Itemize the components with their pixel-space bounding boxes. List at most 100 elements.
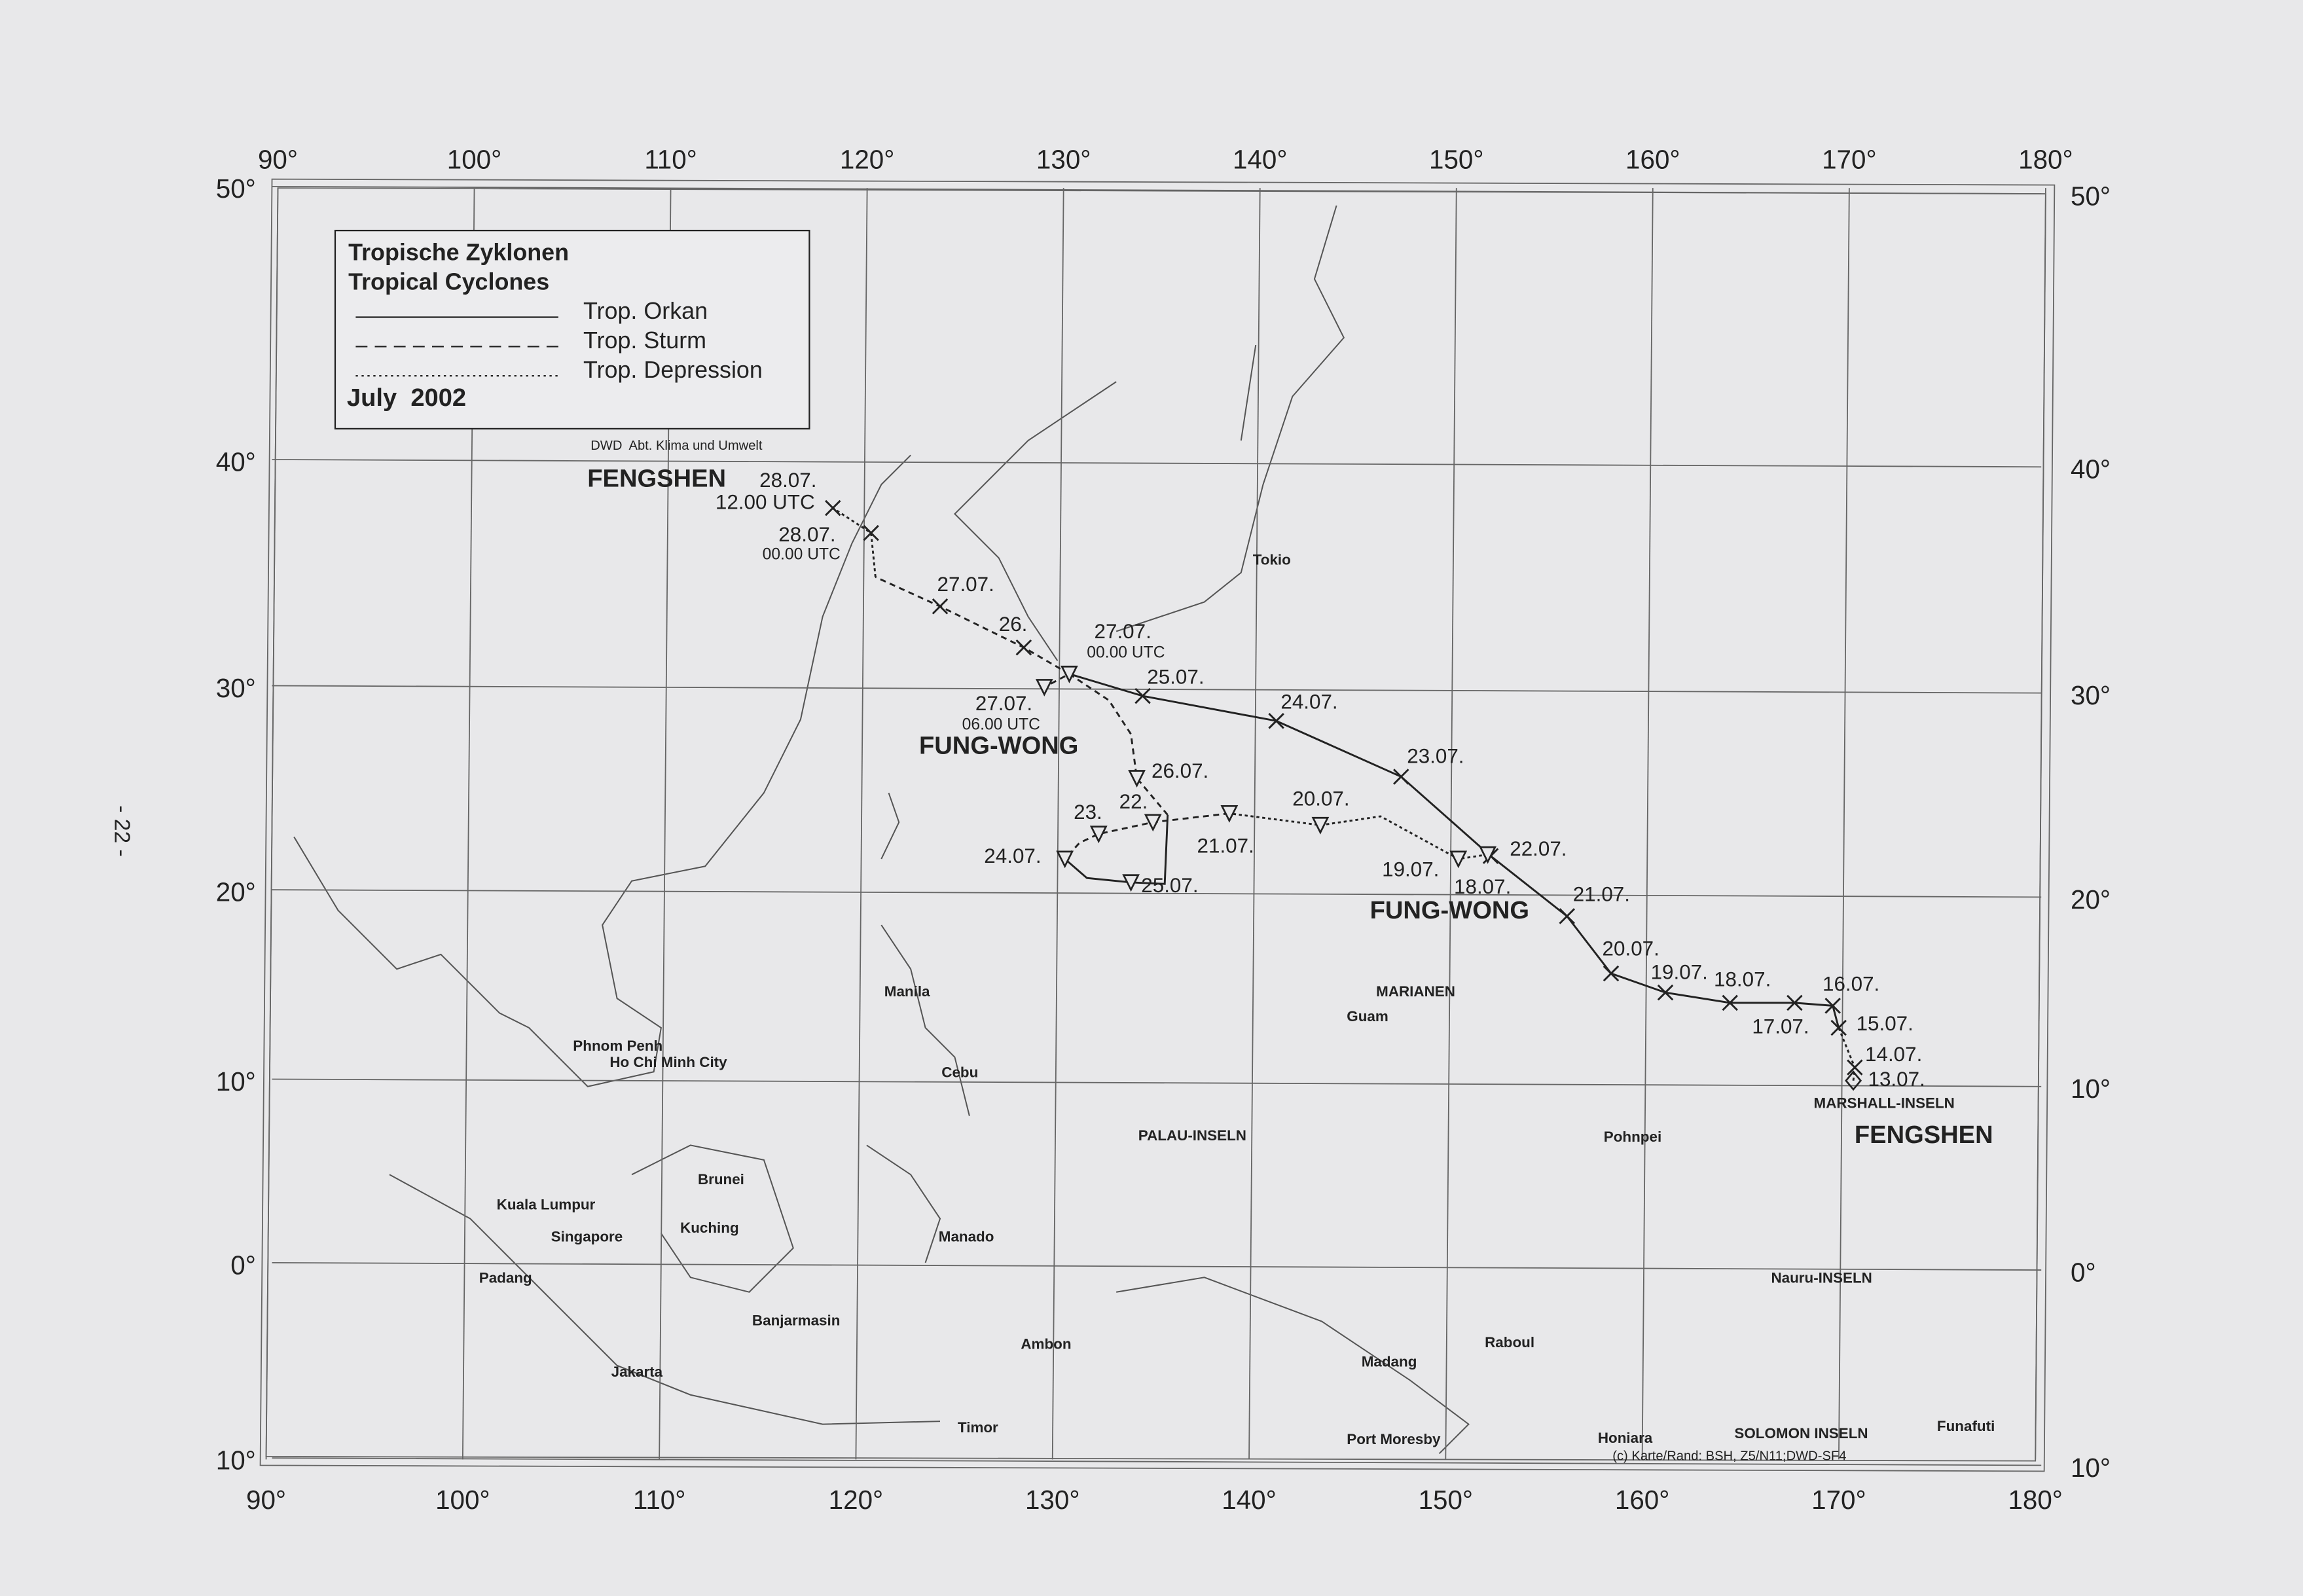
lon-label-top: 100° <box>447 144 501 174</box>
cross-marker <box>1824 998 1841 1014</box>
parallel <box>272 1457 2042 1466</box>
storm-name: FENGSHEN <box>1855 1121 1993 1149</box>
triangle-marker <box>1220 805 1239 823</box>
place-label: Madang <box>1362 1353 1417 1369</box>
lat-label-right: 40° <box>2071 454 2111 484</box>
lat-label-left: 10° <box>216 1066 256 1097</box>
place-label: Phnom Penh <box>573 1038 662 1054</box>
meridian <box>1051 188 1064 1460</box>
place-label: SOLOMON INSELN <box>1734 1425 1868 1442</box>
place-label: Jakarta <box>611 1364 663 1380</box>
date-label: 22.07. <box>1510 837 1567 860</box>
triangle-marker <box>1035 679 1053 697</box>
place-label: MARIANEN <box>1376 983 1455 1000</box>
coastlines <box>293 205 1470 1455</box>
cross-marker <box>1015 639 1032 656</box>
lon-label-top: 140° <box>1233 144 1287 174</box>
place-label: Timor <box>958 1419 998 1436</box>
lat-label-left: 0° <box>230 1250 256 1280</box>
cross-marker <box>932 598 949 615</box>
parallel <box>272 185 2042 194</box>
cross-marker <box>1657 984 1674 1001</box>
date-label: 19.07. <box>1651 960 1708 983</box>
meridian <box>265 188 279 1460</box>
date-label: 12.00 UTC <box>716 491 815 514</box>
triangle-marker <box>1122 874 1140 892</box>
meridian <box>855 188 868 1460</box>
date-label: 27.07. <box>937 573 994 596</box>
meridian <box>1641 188 1654 1460</box>
fengshen-track-orkan <box>1068 673 1840 1028</box>
legend: Tropische Zyklonen Tropical Cyclones Tro… <box>334 230 810 453</box>
date-label: 14.07. <box>1865 1043 1922 1066</box>
date-label: 21.07. <box>1573 882 1630 905</box>
place-label: Manila <box>884 983 930 1000</box>
date-label: 18.07. <box>1454 875 1511 898</box>
place-label: Port Moresby <box>1347 1431 1441 1447</box>
legend-item: Trop. Orkan <box>583 298 708 324</box>
date-label: 17.07. <box>1752 1015 1809 1038</box>
date-label: 24.07. <box>1280 691 1337 714</box>
cross-marker <box>825 499 841 517</box>
meridian <box>1838 188 1850 1460</box>
place-label: Guam <box>1347 1008 1388 1025</box>
lon-label-top: 110° <box>644 144 697 174</box>
place-label: Honiara <box>1598 1430 1653 1446</box>
date-label: 22. <box>1119 790 1148 813</box>
cross-marker <box>1393 769 1409 785</box>
date-label: 16.07. <box>1822 972 1879 995</box>
lon-label-bottom: 180° <box>2008 1485 2062 1515</box>
storm-name: FENGSHEN <box>587 464 726 492</box>
triangle-marker <box>1144 814 1162 832</box>
triangle-marker <box>1061 665 1078 683</box>
legend-item: Trop. Depression <box>583 357 763 383</box>
graticule <box>265 185 2046 1466</box>
lat-label-left: 40° <box>216 446 256 477</box>
place-label: Raboul <box>1485 1334 1534 1351</box>
place-label: Banjarmasin <box>752 1313 840 1329</box>
date-label: 26.07. <box>1152 759 1208 782</box>
place-label: Singapore <box>551 1229 623 1245</box>
cross-marker <box>863 524 879 541</box>
date-label: 21.07. <box>1197 834 1254 857</box>
fengshen-track-sturm <box>875 576 1070 675</box>
cross-marker <box>1134 687 1151 704</box>
cross-marker <box>1722 994 1738 1011</box>
lon-label-top: 180° <box>2018 144 2073 174</box>
date-label: 23.07. <box>1407 745 1464 768</box>
place-label: PALAU-INSELN <box>1138 1127 1246 1144</box>
lon-label-bottom: 140° <box>1222 1485 1276 1515</box>
lon-label-top: 130° <box>1036 144 1091 174</box>
date-label: 27.07. <box>1095 620 1152 643</box>
lat-label-left: 20° <box>216 877 256 907</box>
page-number: - 22 - <box>110 805 134 856</box>
cross-marker <box>1559 908 1575 924</box>
legend-source: DWD Abt. Klima und Umwelt <box>590 439 763 453</box>
place-label: Tokio <box>1253 552 1291 568</box>
lon-label-bottom: 110° <box>633 1485 685 1515</box>
parallel <box>272 1261 2042 1271</box>
date-label: 24.07. <box>984 844 1041 867</box>
diamond-marker <box>1845 1070 1862 1091</box>
triangle-marker <box>1479 846 1497 864</box>
place-label: Padang <box>479 1269 532 1286</box>
lon-label-top: 150° <box>1429 144 1483 174</box>
meridian <box>1445 188 1457 1460</box>
date-label: 28.07. <box>759 469 816 492</box>
date-label: 15.07. <box>1857 1012 1913 1035</box>
parallel <box>272 459 2042 468</box>
place-label: Kuala Lumpur <box>497 1196 596 1212</box>
fung-wong-track-depression <box>1229 812 1488 860</box>
date-label: 27.07. <box>975 692 1032 715</box>
triangle-marker <box>1056 850 1074 869</box>
cross-marker <box>1847 1059 1863 1076</box>
date-label: 13.07. <box>1868 1068 1925 1091</box>
lat-label-left: 10° <box>216 1445 256 1476</box>
date-label: 20.07. <box>1603 937 1659 960</box>
credit: (c) Karte/Rand: BSH, Z5/N11;DWD-SF4 <box>1612 1449 1846 1463</box>
lat-label-right: 10° <box>2071 1074 2111 1104</box>
date-label: 00.00 UTC <box>1087 644 1165 662</box>
legend-item: Trop. Sturm <box>583 327 706 354</box>
place-label: MARSHALL-INSELN <box>1814 1095 1955 1112</box>
